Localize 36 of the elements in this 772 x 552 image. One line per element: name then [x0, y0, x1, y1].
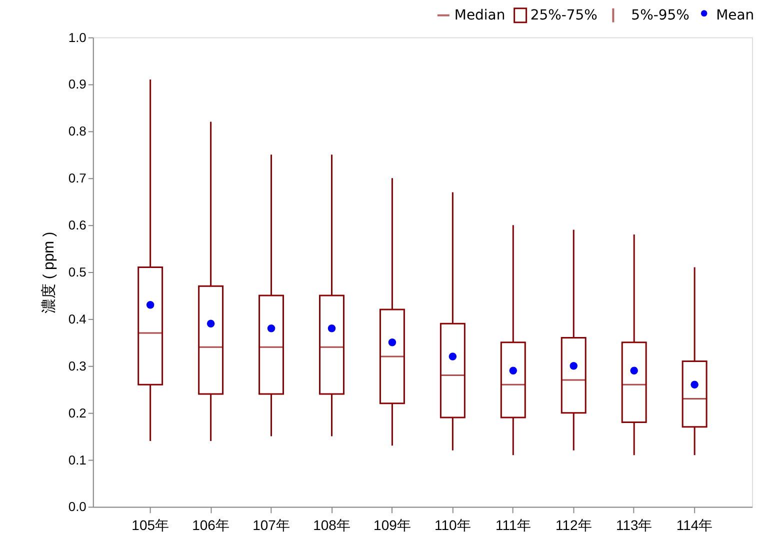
y-tick-label: 0.2 [68, 405, 86, 420]
x-tick-label: 114年 [676, 517, 713, 534]
x-tick-label: 111年 [496, 517, 531, 534]
x-tick-label: 107年 [252, 517, 290, 534]
point [448, 352, 457, 360]
y-tick-label: 0.3 [68, 358, 86, 374]
point [690, 380, 698, 389]
x-tick-label: 108年 [313, 517, 350, 534]
x-tick-label: 109年 [374, 517, 411, 534]
point [509, 366, 518, 374]
y-tick-label: 0.1 [68, 452, 86, 468]
x-tick-label: 105年 [132, 517, 169, 534]
point [206, 320, 215, 328]
point [388, 338, 396, 346]
x-tick-label: 110年 [434, 517, 471, 534]
legend-label: Mean [716, 7, 754, 24]
legend-label: 25%-75% [530, 7, 598, 24]
text: 5%-95% [631, 7, 690, 24]
point [328, 324, 336, 332]
point [570, 362, 578, 370]
y-tick-label: 0.6 [68, 218, 86, 233]
x-tick-label: 113年 [616, 517, 652, 534]
y-tick-label: 1.0 [68, 30, 86, 45]
x-tick-label: 112年 [555, 517, 592, 534]
x-tick-label: 106年 [192, 517, 230, 534]
point [630, 366, 638, 374]
y-tick-label: 0.9 [68, 76, 86, 92]
text: Median [454, 7, 506, 24]
y-tick-label: 0.8 [68, 124, 86, 139]
y-tick-label: 0.5 [68, 264, 86, 280]
y-tick-label: 0.7 [68, 170, 86, 186]
point [146, 301, 154, 309]
y-tick-label: 0.0 [68, 499, 86, 514]
point [267, 324, 276, 332]
y-axis-title: 濃度 ( ppm ) [40, 232, 58, 314]
y-tick-label: 0.4 [68, 311, 86, 326]
